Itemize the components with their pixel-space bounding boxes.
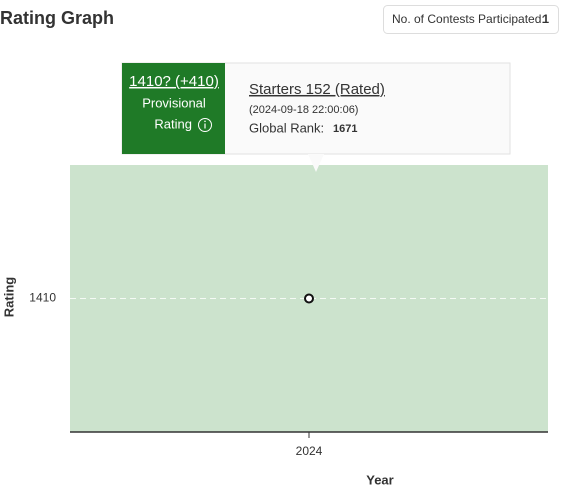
tooltip-rating-box [122,63,225,154]
tooltip-rating[interactable]: 1410? (+410) [129,73,219,90]
tooltip-contest[interactable]: Starters 152 (Rated) [249,81,385,98]
tooltip-rank-value: 1671 [333,123,357,135]
contests-badge [383,5,559,34]
page-title: Rating Graph [0,8,114,28]
tooltip-status: Provisional [142,95,206,110]
info-icon[interactable] [198,118,212,132]
contests-value: 1 [542,12,549,26]
tooltip-arrow [308,154,324,172]
tooltip-datetime: (2024-09-18 22:00:06) [249,104,358,116]
x-axis-label: Year [366,472,393,487]
y-tick-label: 1410 [29,291,56,305]
y-axis-label: Rating [1,277,16,318]
data-point [304,293,314,304]
x-tick-label: 2024 [296,444,323,458]
contests-label: No. of Contests Participated: [392,12,545,26]
tooltip-rank-label: Global Rank: [249,120,324,135]
tooltip-status: Rating [154,116,192,131]
plot: 1410 Rating Year 2024 [1,165,548,487]
